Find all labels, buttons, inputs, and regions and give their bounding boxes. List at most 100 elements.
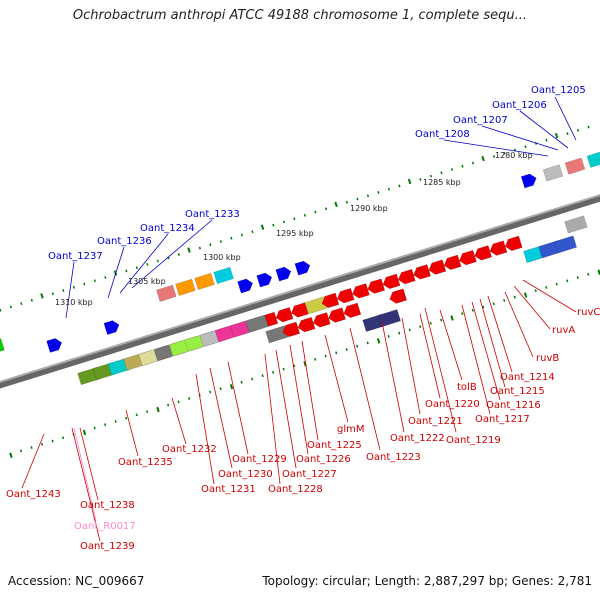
gene-arrow[interactable]	[382, 273, 401, 290]
gene-block[interactable]	[564, 215, 588, 234]
gene-label[interactable]: ruvB	[536, 353, 559, 364]
gene-arrow[interactable]	[474, 245, 493, 261]
ruler-tick	[198, 246, 201, 250]
ruler-tick	[429, 174, 433, 178]
gene-label[interactable]: Oant_1208	[415, 129, 470, 140]
ruler-tick	[62, 436, 65, 440]
ruler-tick	[429, 321, 432, 325]
gene-arrow[interactable]	[397, 268, 416, 285]
gene-label[interactable]: Oant_1217	[475, 414, 530, 425]
ruler-tick	[260, 224, 265, 230]
gene-block[interactable]	[175, 278, 196, 296]
ruler-tick	[587, 272, 590, 276]
label-leader-line	[227, 361, 249, 455]
gene-arrow[interactable]	[504, 235, 523, 251]
gene-arrow[interactable]	[103, 320, 120, 335]
gene-label[interactable]: Oant_1228	[268, 484, 323, 495]
accession-text: Accession: NC_009667	[8, 574, 145, 588]
gene-arrow[interactable]	[275, 266, 292, 282]
gene-arrow[interactable]	[367, 278, 386, 294]
gene-label[interactable]: Oant_1239	[80, 541, 135, 552]
gene-label[interactable]: Oant_1231	[201, 484, 256, 495]
ruler-tick	[146, 262, 149, 266]
gene-arrow[interactable]	[343, 302, 362, 318]
gene-arrow[interactable]	[413, 264, 431, 280]
gene-label[interactable]: Oant_1220	[425, 399, 480, 410]
gene-arrow[interactable]	[312, 312, 331, 328]
gene-arrow[interactable]	[294, 260, 311, 276]
ruler-tick	[492, 302, 495, 306]
gene-block[interactable]	[564, 157, 586, 175]
gene-arrow[interactable]	[428, 259, 447, 275]
gene-label[interactable]: Oant_1205	[531, 85, 586, 96]
gene-block[interactable]	[586, 151, 600, 168]
ruler-tick	[387, 187, 391, 191]
gene-block[interactable]	[156, 284, 177, 302]
gene-label[interactable]: Oant_1221	[408, 416, 463, 427]
gene-block[interactable]	[304, 296, 328, 315]
gene-label[interactable]: Oant_1238	[80, 500, 135, 511]
gene-label[interactable]: Oant_1232	[162, 444, 217, 455]
gene-arrow[interactable]	[443, 254, 462, 271]
label-leader-line	[554, 96, 577, 141]
gene-label[interactable]: ruvC	[577, 307, 600, 318]
label-leader-line	[401, 317, 421, 415]
gene-label[interactable]: Oant_1227	[282, 469, 337, 480]
ruler-tick	[471, 308, 474, 312]
gene-arrow[interactable]	[275, 307, 294, 323]
gene-block[interactable]	[213, 266, 234, 285]
gene-arrow[interactable]	[389, 288, 408, 304]
gene-label[interactable]: tolB	[457, 382, 477, 393]
gene-label[interactable]: Oant_1223	[366, 452, 421, 463]
ruler-tick	[345, 200, 349, 204]
gene-label[interactable]: Oant_1226	[296, 454, 351, 465]
gene-label[interactable]: Oant_1230	[218, 469, 273, 480]
gene-arrow[interactable]	[520, 173, 537, 189]
ruler-tick	[82, 429, 87, 436]
ruler-label-1310: 1310 kbp	[55, 298, 93, 307]
gene-arrow[interactable]	[256, 272, 273, 288]
gene-label[interactable]: Oant_1215	[490, 386, 545, 397]
gene-label[interactable]: Oant_1207	[453, 115, 508, 126]
label-leader-line	[461, 304, 491, 415]
gene-block[interactable]	[542, 164, 564, 182]
gene-label[interactable]: Oant_1206	[492, 100, 547, 111]
gene-arrow[interactable]	[328, 307, 346, 323]
ruler-tick	[282, 367, 285, 371]
gene-label[interactable]: Oant_1235	[118, 457, 173, 468]
ruler-tick	[187, 247, 191, 253]
gene-label[interactable]: ruvA	[552, 325, 575, 336]
gene-label[interactable]: Oant_1233	[185, 209, 240, 220]
gene-block[interactable]	[245, 314, 269, 333]
gene-arrow[interactable]	[297, 316, 316, 333]
gene-block[interactable]	[377, 309, 401, 328]
gene-label[interactable]: Oant_1225	[307, 440, 362, 451]
gene-block[interactable]	[553, 235, 577, 254]
gene-label[interactable]: Oant_1229	[232, 454, 287, 465]
gene-arrow[interactable]	[489, 240, 508, 256]
gene-arrow[interactable]	[237, 278, 254, 294]
ruler-tick	[482, 305, 485, 309]
gene-block[interactable]	[194, 272, 215, 290]
gene-arrow[interactable]	[336, 287, 355, 304]
gene-block[interactable]	[265, 325, 289, 344]
gene-label[interactable]: Oant_1216	[486, 400, 541, 411]
gene-label[interactable]: Oant_1237	[48, 251, 103, 262]
label-leader-line	[264, 353, 281, 485]
ruler-tick	[440, 318, 443, 322]
gene-arrow[interactable]	[46, 338, 63, 353]
gene-block[interactable]	[0, 338, 5, 356]
gene-label[interactable]: Oant_1243	[6, 489, 61, 500]
gene-arrow[interactable]	[352, 283, 370, 299]
gene-arrow[interactable]	[459, 249, 477, 266]
gene-label[interactable]: Oant_1214	[500, 372, 555, 383]
gene-label[interactable]: Oant_R0017	[74, 521, 136, 532]
gene-label[interactable]: Oant_1222	[390, 433, 445, 444]
gene-label[interactable]: Oant_1234	[140, 223, 195, 234]
ruler-tick	[251, 230, 254, 234]
label-leader-line	[481, 125, 559, 151]
gene-label[interactable]: Oant_1219	[446, 435, 501, 446]
gene-label[interactable]: Oant_1236	[97, 236, 152, 247]
gene-label[interactable]: glmM	[337, 424, 365, 435]
ruler-tick	[272, 370, 275, 374]
